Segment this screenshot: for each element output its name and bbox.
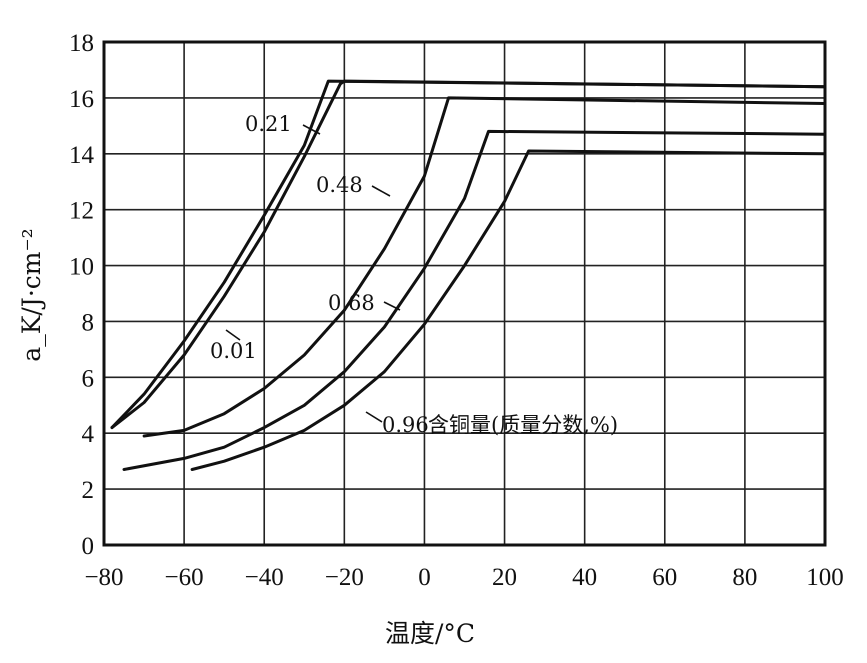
x-tick-label: −20	[325, 564, 364, 591]
leader-0-01	[225, 329, 241, 341]
label-0-21: 0.21	[245, 112, 292, 136]
x-tick-label: −60	[165, 564, 204, 591]
y-tick-label: 10	[69, 254, 94, 281]
x-axis-title: 温度/°C	[385, 619, 475, 648]
x-tick-label: 20	[492, 564, 517, 591]
y-tick-label: 14	[69, 142, 95, 169]
series-line-0-68	[122, 129, 827, 471]
x-tick-label: 80	[732, 564, 757, 591]
annotation-leaders	[225, 124, 401, 423]
series-line-0-21	[110, 79, 827, 430]
y-axis-title: a_K/J·cm⁻²	[17, 228, 46, 361]
leader-0-68	[383, 301, 401, 311]
leader-0-21	[302, 124, 321, 135]
grid-layer	[104, 42, 825, 545]
y-tick-label: 2	[82, 477, 95, 504]
label-0-01: 0.01	[210, 339, 257, 363]
x-tick-label: 0	[418, 564, 431, 591]
x-tick-label: −40	[245, 564, 284, 591]
y-tick-label: 4	[82, 421, 95, 448]
series-layer	[110, 79, 827, 471]
y-tick-label: 6	[82, 365, 95, 392]
y-tick-label: 18	[69, 30, 94, 57]
leader-0-48	[371, 185, 391, 197]
x-tick-labels: −80 −60 −40 −20 0 20 40 60 80 100	[84, 564, 843, 591]
label-0-96: 0.96	[382, 413, 429, 437]
series-line-0-96	[190, 149, 827, 471]
x-tick-label: 40	[572, 564, 597, 591]
label-0-48: 0.48	[316, 173, 363, 197]
y-tick-label: 12	[69, 198, 94, 225]
x-tick-label: 60	[652, 564, 677, 591]
y-tick-label: 8	[82, 309, 95, 336]
legend-title: 含铜量(质量分数,%)	[428, 413, 618, 437]
y-tick-labels: 0 2 4 6 8 10 12 14 16 18	[69, 30, 95, 560]
series-line-0-48	[142, 96, 827, 438]
y-tick-label: 16	[69, 86, 94, 113]
x-tick-label: −80	[84, 564, 123, 591]
x-tick-label: 100	[806, 564, 844, 591]
y-tick-label: 0	[82, 533, 95, 560]
leader-0-96	[365, 411, 383, 423]
plot-frame	[102, 40, 827, 547]
label-0-68: 0.68	[328, 291, 375, 315]
